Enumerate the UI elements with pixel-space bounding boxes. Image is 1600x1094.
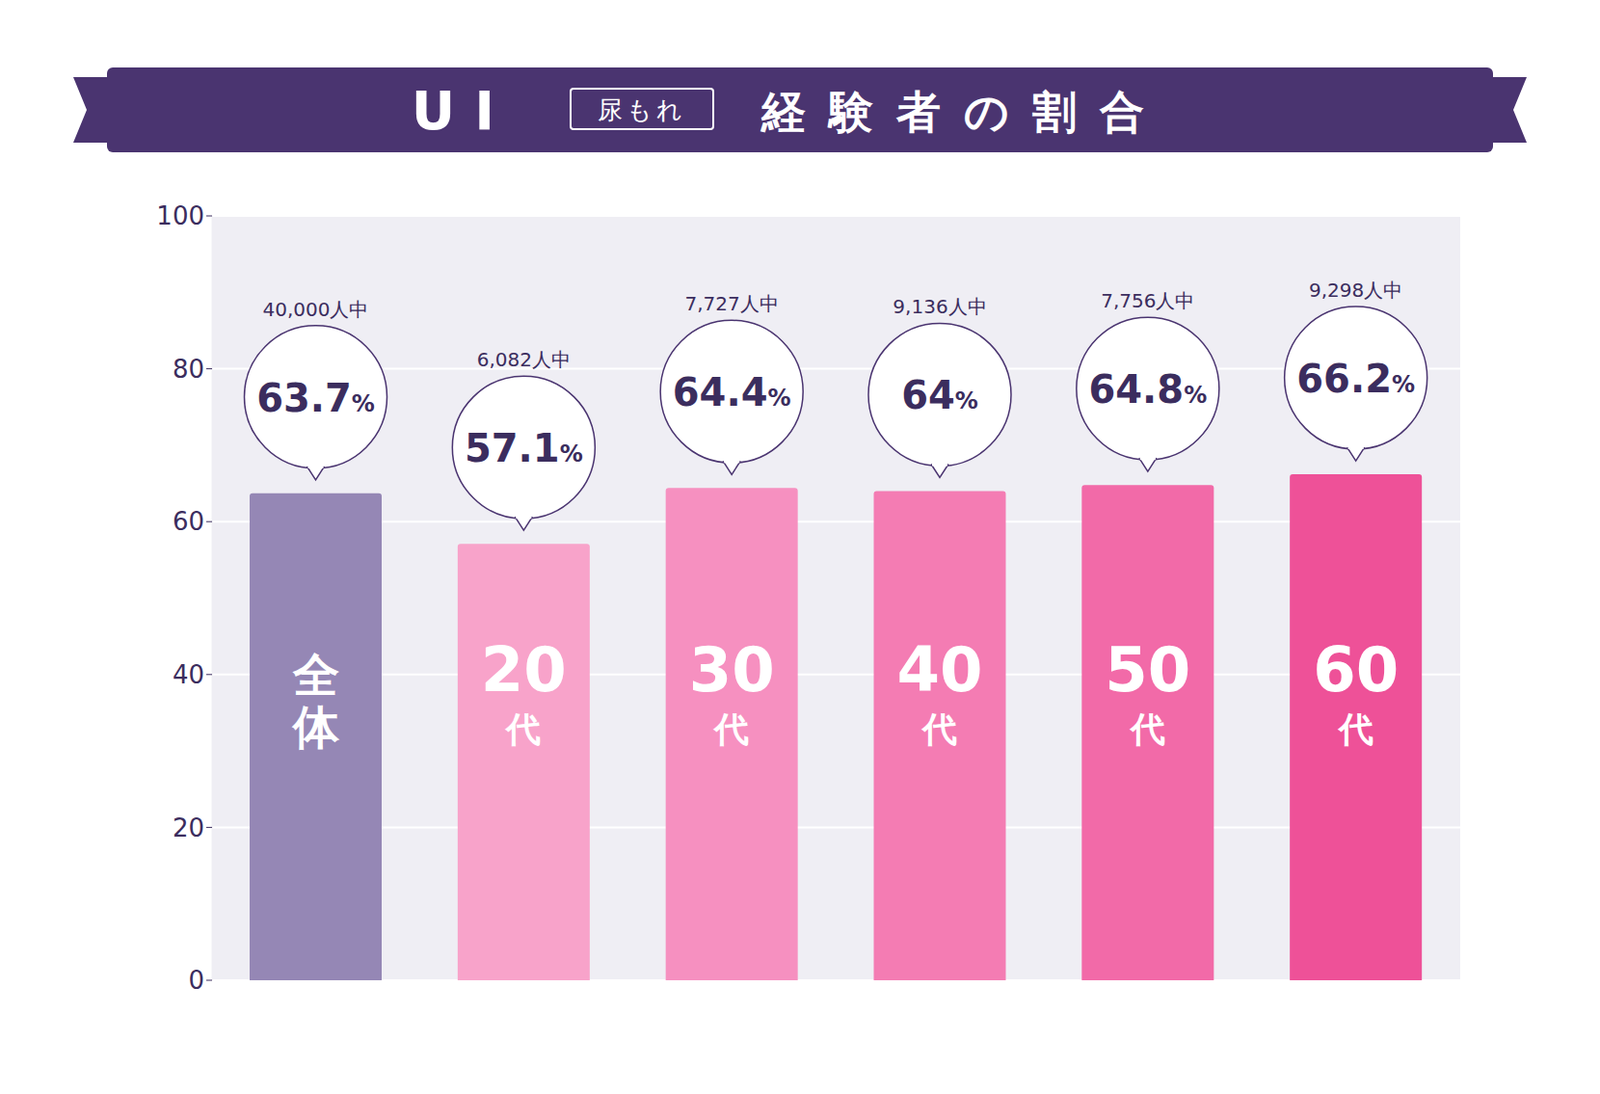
svg-text:80: 80 [172,354,205,384]
svg-text:7,756人中: 7,756人中 [1100,289,1195,313]
svg-text:UI: UI [411,79,514,142]
svg-text:尿もれ: 尿もれ [597,95,687,125]
svg-text:20: 20 [172,813,205,843]
svg-text:代: 代 [920,709,958,749]
svg-text:100: 100 [156,201,205,231]
svg-text:30: 30 [689,634,775,706]
svg-text:代: 代 [504,709,541,749]
svg-text:66.2%: 66.2% [1296,356,1415,401]
svg-text:20: 20 [480,634,567,706]
svg-text:57.1%: 57.1% [464,426,584,471]
svg-text:体: 体 [291,699,341,754]
svg-text:64.4%: 64.4% [672,370,792,415]
svg-text:40: 40 [172,660,205,690]
svg-text:6,082人中: 6,082人中 [477,347,571,372]
svg-text:全: 全 [292,647,340,702]
svg-text:50: 50 [1104,634,1191,706]
svg-text:64.8%: 64.8% [1088,367,1207,412]
svg-text:60: 60 [172,506,205,536]
svg-text:40,000人中: 40,000人中 [263,297,370,321]
svg-text:40: 40 [896,634,983,706]
svg-text:63.7%: 63.7% [256,375,375,421]
svg-text:9,136人中: 9,136人中 [892,294,987,319]
svg-text:7,727人中: 7,727人中 [685,292,779,316]
svg-text:60: 60 [1312,634,1399,706]
svg-text:代: 代 [712,709,749,749]
svg-text:0: 0 [187,965,205,995]
svg-text:代: 代 [1128,709,1166,749]
svg-text:64%: 64% [901,373,979,418]
svg-text:代: 代 [1336,709,1374,749]
svg-text:経験者の割合: 経験者の割合 [759,85,1168,138]
svg-text:9,298人中: 9,298人中 [1308,278,1403,302]
